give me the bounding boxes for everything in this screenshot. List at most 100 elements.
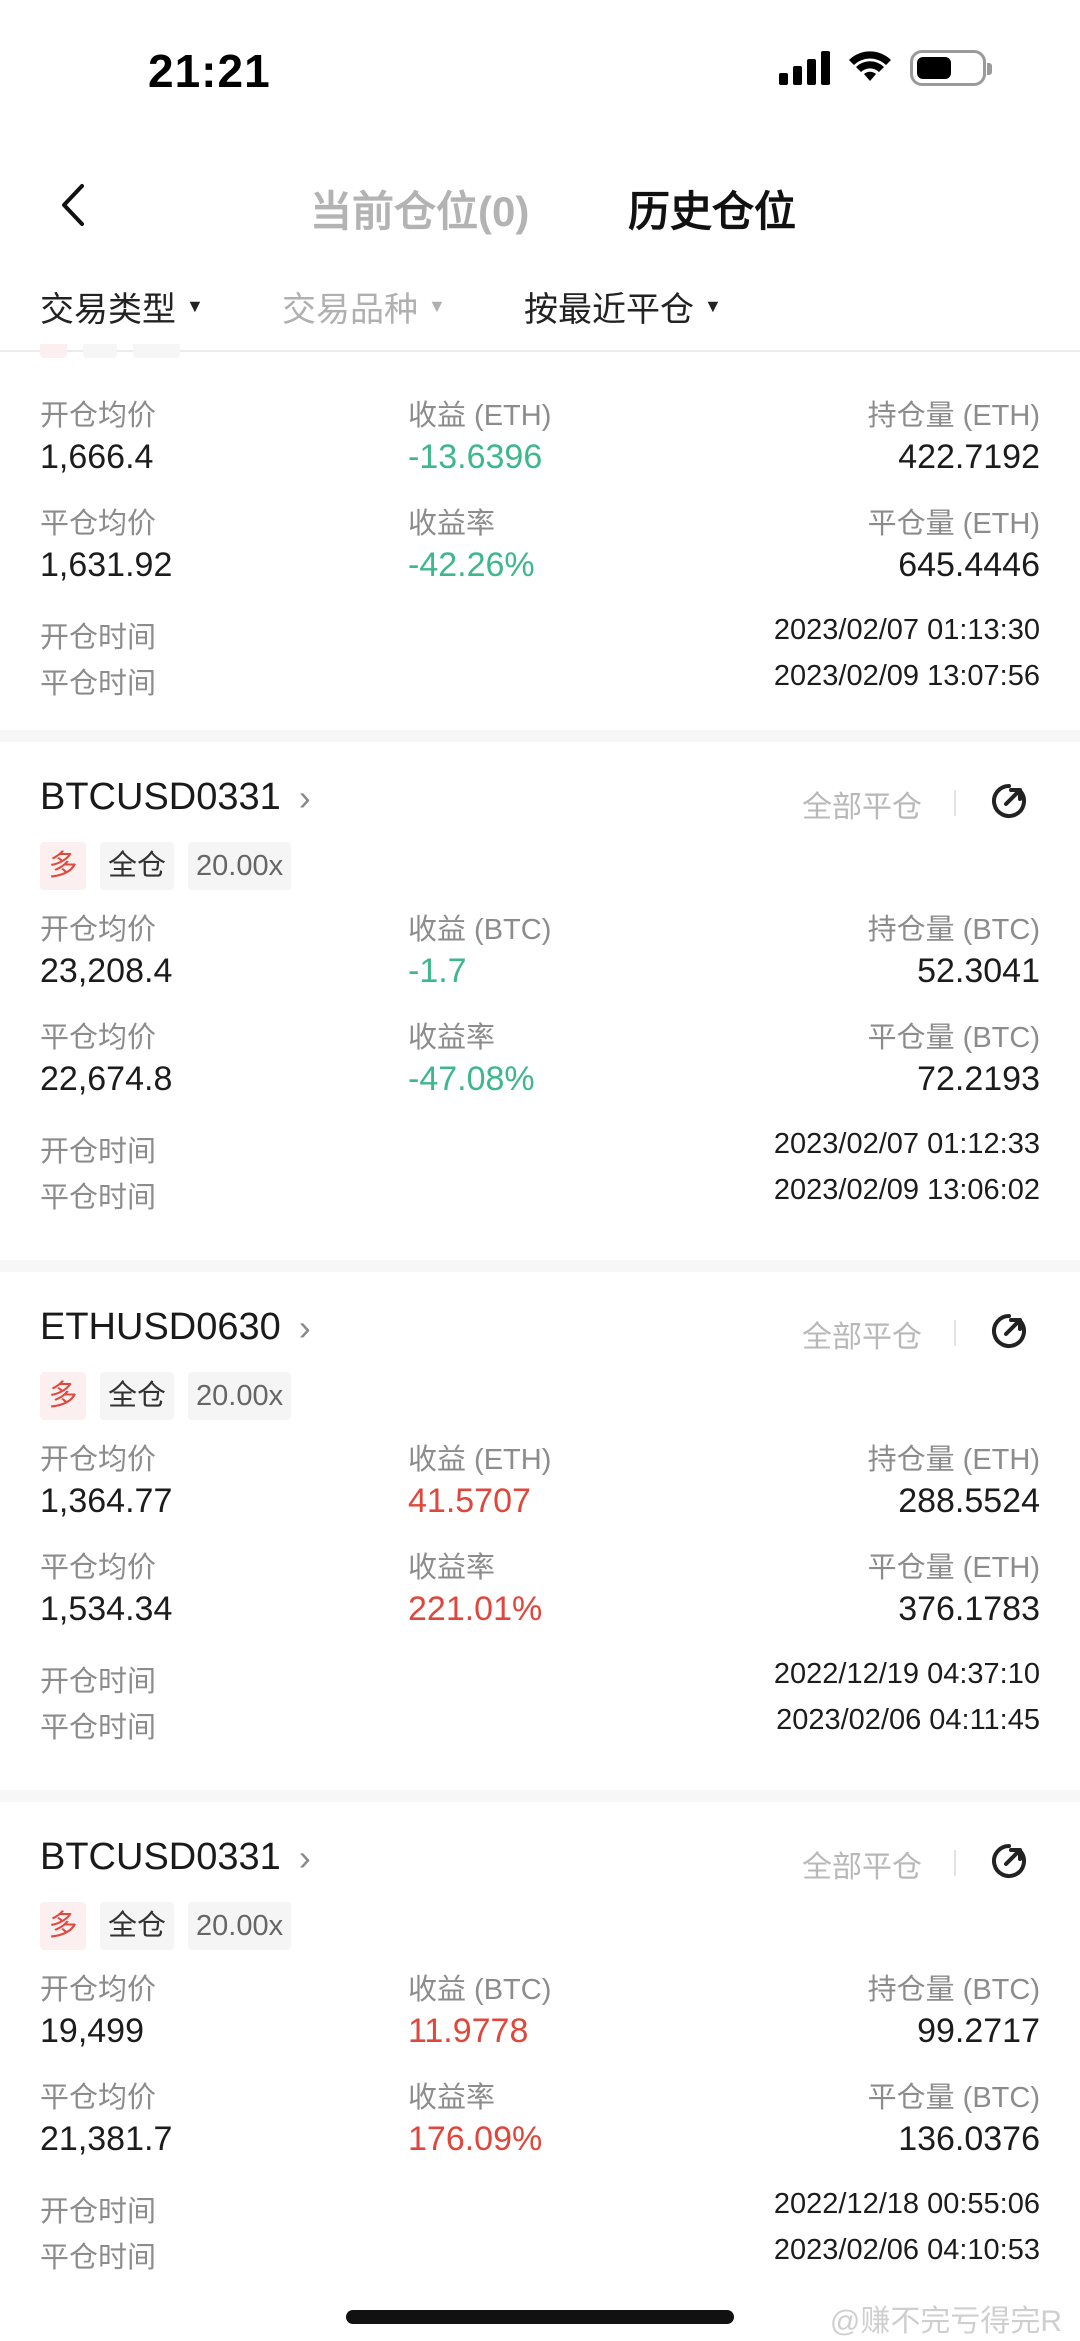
open-avg-label: 开仓均价 [40,1444,157,1476]
close-avg-label: 平仓均价 [40,508,157,540]
tag-row: 多 全仓 20.00x [40,842,292,890]
chevron-right-icon: › [298,1306,311,1348]
share-icon[interactable] [984,1306,1034,1356]
hold-qty-label: 持仓量 (BTC) [867,1974,1040,2006]
close-avg-label: 平仓均价 [40,2082,157,2114]
open-time-row: 开仓时间 2023/02/07 01:12:33 [40,1128,1040,1174]
position-list: 开仓均价 1,666.4 收益 (ETH) -13.6396 持仓量 (ETH) 42… [0,344,1080,2332]
filter-trade-symbol-label: 交易品种 [282,291,418,329]
open-avg-label: 开仓均价 [40,400,157,432]
open-avg-value: 1,364.77 [40,1482,173,1520]
price-row-open: 开仓均价 23,208.4 收益 (BTC) -1.7 持仓量 (BTC) 52.30… [40,912,1040,1020]
open-time-label: 开仓时间 [40,622,157,654]
open-time-value: 2022/12/19 04:37:10 [773,1658,1040,1690]
hold-qty-label: 持仓量 (ETH) [867,1444,1040,1476]
hold-qty-value: 99.2717 [917,2012,1040,2050]
pnl-rate-value: -42.26% [408,546,535,584]
closed-qty-label: 平仓量 (ETH) [867,508,1040,540]
symbol-name: BTCUSD0331 [40,776,281,818]
price-row-close: 平仓均价 1,534.34 收益率 221.01% 平仓量 (ETH) 376.178… [40,1550,1040,1658]
margin-mode-tag: 全仓 [100,842,175,890]
open-avg-label: 开仓均价 [40,914,157,946]
symbol-link[interactable]: ETHUSD0630 › [40,1306,311,1349]
closed-qty-value: 72.2193 [917,1060,1040,1098]
open-time-label: 开仓时间 [40,1136,157,1168]
watermark: @赚不完亏得完R [829,2305,1062,2338]
pnl-rate-label: 收益率 [408,1022,496,1054]
pnl-label: 收益 (ETH) [408,400,552,432]
margin-mode-tag: 全仓 [100,1372,175,1420]
close-time-value: 2023/02/06 04:11:45 [776,1704,1040,1736]
close-all-button[interactable]: 全部平仓 [802,791,922,824]
pnl-rate-value: 176.09% [408,2120,543,2158]
battery-icon [910,50,992,86]
pnl-label: 收益 (BTC) [408,914,552,946]
side-tag: 多 [40,1372,86,1420]
price-row-open: 开仓均价 1,364.77 收益 (ETH) 41.5707 持仓量 (ETH) 28… [40,1442,1040,1550]
status-bar: 21:21 [0,0,1080,150]
symbol-link[interactable]: BTCUSD0331 › [40,776,311,819]
pnl-rate-value: -47.08% [408,1060,535,1098]
open-avg-label: 开仓均价 [40,1974,157,2006]
divider [954,790,956,816]
header: 当前仓位(0) 历史仓位 [0,150,1080,260]
price-row-close: 平仓均价 1,631.92 收益率 -42.26% 平仓量 (ETH) 645.444… [40,506,1040,614]
pnl-rate-value: 221.01% [408,1590,543,1628]
closed-qty-value: 376.1783 [898,1590,1040,1628]
position-card: 开仓均价 1,666.4 收益 (ETH) -13.6396 持仓量 (ETH) 42… [0,344,1080,742]
closed-qty-value: 136.0376 [898,2120,1040,2158]
close-all-button[interactable]: 全部平仓 [802,1851,922,1884]
price-row-close: 平仓均价 21,381.7 收益率 176.09% 平仓量 (BTC) 136.037… [40,2080,1040,2188]
open-time-value: 2023/02/07 01:13:30 [773,614,1040,646]
open-avg-value: 1,666.4 [40,438,154,476]
pnl-value: -13.6396 [408,438,543,476]
pnl-rate-label: 收益率 [408,1552,496,1584]
open-time-label: 开仓时间 [40,1666,157,1698]
hold-qty-label: 持仓量 (BTC) [867,914,1040,946]
open-avg-value: 23,208.4 [40,952,173,990]
close-time-value: 2023/02/09 13:07:56 [773,660,1040,692]
pnl-value: 11.9778 [408,2012,529,2050]
caret-down-icon: ▼ [428,296,446,316]
tag-row-partial [40,344,181,358]
symbol-name: ETHUSD0630 [40,1306,281,1348]
symbol-link[interactable]: BTCUSD0331 › [40,1836,311,1879]
pnl-value: 41.5707 [408,1482,531,1520]
close-all-button[interactable]: 全部平仓 [802,1321,922,1354]
pnl-label: 收益 (BTC) [408,1974,552,2006]
pnl-label: 收益 (ETH) [408,1444,552,1476]
close-time-value: 2023/02/06 04:10:53 [773,2234,1040,2266]
close-time-label: 平仓时间 [40,668,157,700]
caret-down-icon: ▼ [704,296,722,316]
share-icon[interactable] [984,1836,1034,1886]
pnl-rate-label: 收益率 [408,508,496,540]
hold-qty-value: 52.3041 [917,952,1040,990]
close-avg-value: 1,534.34 [40,1590,173,1628]
close-avg-value: 22,674.8 [40,1060,173,1098]
close-time-row: 平仓时间 2023/02/09 13:06:02 [40,1174,1040,1220]
back-button[interactable] [48,178,98,232]
share-icon[interactable] [984,776,1034,826]
side-tag: 多 [40,842,86,890]
chevron-right-icon: › [298,776,311,818]
price-row-open: 开仓均价 1,666.4 收益 (ETH) -13.6396 持仓量 (ETH) 42… [40,398,1040,506]
leverage-tag: 20.00x [188,842,292,890]
open-time-value: 2022/12/18 00:55:06 [773,2188,1040,2220]
filter-trade-symbol[interactable]: 交易品种 ▼ [282,282,446,331]
home-indicator[interactable] [346,2310,734,2324]
filter-trade-type[interactable]: 交易类型 ▼ [40,282,204,331]
chevron-left-icon [62,184,84,226]
chevron-right-icon: › [298,1836,311,1878]
close-avg-label: 平仓均价 [40,1022,157,1054]
status-time: 21:21 [148,45,271,97]
filter-sort[interactable]: 按最近平仓 ▼ [524,282,722,331]
margin-mode-tag: 全仓 [100,1902,175,1950]
hold-qty-value: 288.5524 [898,1482,1040,1520]
closed-qty-label: 平仓量 (ETH) [867,1552,1040,1584]
tab-history-positions[interactable]: 历史仓位 [628,188,797,235]
leverage-tag: 20.00x [188,1902,292,1950]
hold-qty-label: 持仓量 (ETH) [867,400,1040,432]
close-time-row: 平仓时间 2023/02/09 13:07:56 [40,660,1040,706]
tab-current-positions[interactable]: 当前仓位(0) [310,188,530,235]
closed-qty-value: 645.4446 [898,546,1040,584]
